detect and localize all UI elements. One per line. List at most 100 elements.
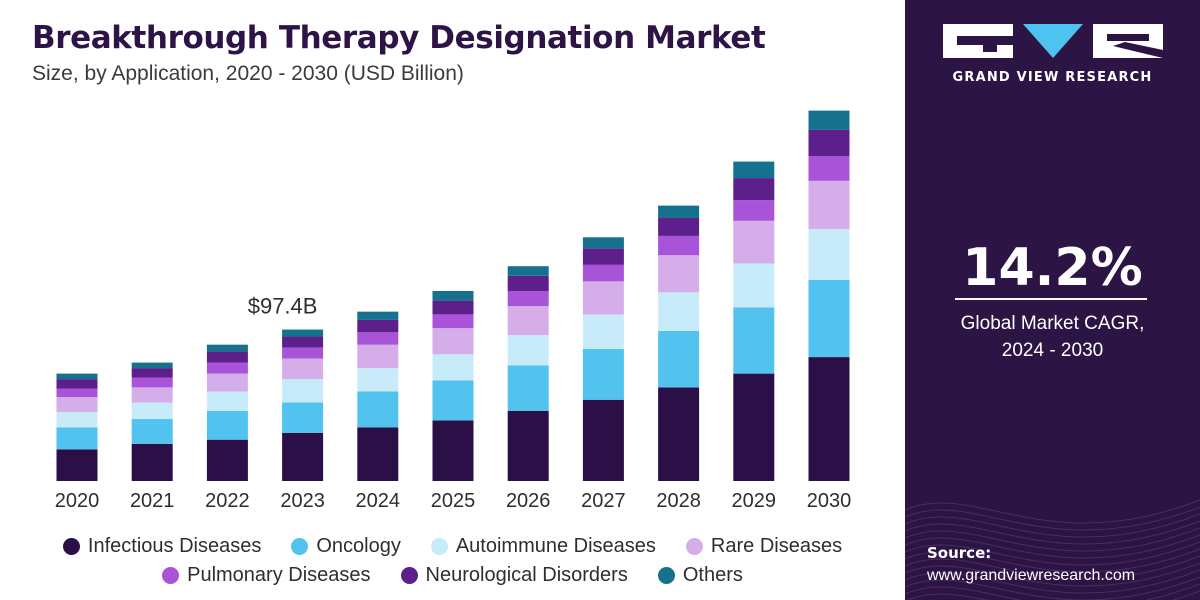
x-tick-label: 2024 xyxy=(356,490,401,512)
bar-segment xyxy=(733,307,775,374)
bar-segment xyxy=(582,237,624,249)
bar-segment xyxy=(582,248,624,265)
x-tick-label: 2022 xyxy=(205,490,250,512)
bar-segment xyxy=(357,344,399,369)
bar-segment xyxy=(56,412,98,428)
wave-line xyxy=(905,520,1200,545)
legend-label: Autoimmune Diseases xyxy=(455,535,656,557)
bar-segment xyxy=(56,449,98,481)
chart-legend: Infectious Diseases Oncology Autoimmune Di… xyxy=(0,532,905,590)
wave-line xyxy=(905,569,1200,594)
source-url[interactable]: www.grandviewresearch.com xyxy=(927,567,1136,584)
bar-segment xyxy=(131,419,173,444)
bar-segment xyxy=(733,161,775,179)
legend-label: Pulmonary Diseases xyxy=(187,564,371,586)
bar-segment xyxy=(733,178,775,201)
legend-label: Others xyxy=(682,564,743,586)
legend-swatch xyxy=(162,567,180,584)
wave-line xyxy=(906,590,1200,600)
bar-segment xyxy=(582,314,624,349)
legend-label: Neurological Disorders xyxy=(425,564,628,586)
bar-segment xyxy=(282,347,324,359)
wave-line xyxy=(905,499,1200,524)
bar-segment xyxy=(131,377,173,388)
x-tick-label: 2021 xyxy=(130,490,175,512)
bar-segment xyxy=(507,365,549,411)
legend-swatch xyxy=(685,538,703,555)
bar-segment xyxy=(507,306,549,336)
wave-line xyxy=(905,534,1200,559)
bar-segment xyxy=(507,410,549,481)
legend-item: Rare Diseases xyxy=(685,535,842,558)
bar-segment xyxy=(808,229,850,280)
bar-segment xyxy=(658,330,700,388)
bar-segment xyxy=(206,362,248,374)
bar-segment xyxy=(808,279,850,358)
bar-segment xyxy=(56,373,98,380)
legend-swatch xyxy=(400,567,418,584)
wave-line xyxy=(905,576,1200,600)
cagr-label-line-1: Global Market CAGR, xyxy=(960,313,1145,334)
cagr-divider xyxy=(955,298,1147,300)
chart-area: Breakthrough Therapy Designation Market … xyxy=(0,20,905,590)
x-tick-label: 2028 xyxy=(656,490,701,512)
cagr-value: 14.2% xyxy=(962,238,1143,298)
bar-segment xyxy=(808,180,850,230)
cagr-label-line-2: 2024 - 2030 xyxy=(1001,340,1104,361)
bar-segment xyxy=(808,110,850,130)
bar-segment xyxy=(582,348,624,400)
legend-item: Pulmonary Diseases xyxy=(162,564,371,587)
x-tick-label: 2027 xyxy=(581,490,626,512)
bar-segment xyxy=(432,300,474,315)
legend-label: Oncology xyxy=(316,535,401,557)
x-tick-label: 2023 xyxy=(280,490,325,512)
bar-segment xyxy=(808,129,850,157)
legend-swatch xyxy=(291,538,309,555)
bar-segment xyxy=(357,391,399,428)
wave-line xyxy=(905,555,1200,580)
bar-segment xyxy=(507,335,549,366)
bar-segment xyxy=(357,368,399,392)
bar-segment xyxy=(206,344,248,352)
data-label: $97.4B xyxy=(248,294,318,319)
bar-segment xyxy=(206,351,248,363)
bar-segment xyxy=(582,399,624,481)
bar-segment xyxy=(206,410,248,440)
bar-segment xyxy=(282,402,324,433)
bar-segment xyxy=(658,255,700,293)
bar-segment xyxy=(808,156,850,181)
bar-segment xyxy=(658,292,700,331)
bar-segment xyxy=(507,266,549,276)
bar-segment xyxy=(357,319,399,333)
source-label: Source: xyxy=(927,544,992,562)
legend-item: Neurological Disorders xyxy=(400,564,628,587)
stacked-bar-chart: 2020 2021 2022 2023 $97.4B 2024 2025 2026 2027 20… xyxy=(55,110,851,512)
bar-segment xyxy=(282,432,324,481)
wave-line xyxy=(905,583,1200,600)
bar-segment xyxy=(432,328,474,355)
bar-segment xyxy=(56,397,98,413)
legend-item: Infectious Diseases xyxy=(62,535,261,558)
bar-segment xyxy=(507,290,549,307)
bar-segment xyxy=(206,391,248,411)
wave-line xyxy=(905,527,1200,552)
bar-segment xyxy=(206,439,248,481)
wave-line xyxy=(905,513,1200,538)
bar-segment xyxy=(131,387,173,403)
legend-item: Autoimmune Diseases xyxy=(430,535,656,558)
legend-item: Others xyxy=(657,564,743,587)
sidebar-panel: GRAND VIEW RESEARCH 14.2% Global Market … xyxy=(905,0,1200,600)
bar-segment xyxy=(131,443,173,481)
chart-subtitle: Size, by Application, 2020 - 2030 (USD B… xyxy=(32,62,464,85)
bar-segment xyxy=(432,380,474,421)
legend-row: Pulmonary Diseases Neurological Disorders… xyxy=(0,561,905,590)
wave-line xyxy=(905,548,1200,573)
bar-segment xyxy=(658,387,700,481)
bar-segment xyxy=(282,379,324,403)
x-tick-label: 2025 xyxy=(431,490,476,512)
bar-segment xyxy=(432,420,474,481)
bar-segment xyxy=(582,281,624,315)
cagr-label: Global Market CAGR, 2024 - 2030 xyxy=(905,310,1200,364)
bar-segment xyxy=(206,373,248,392)
bar-segment xyxy=(658,235,700,256)
